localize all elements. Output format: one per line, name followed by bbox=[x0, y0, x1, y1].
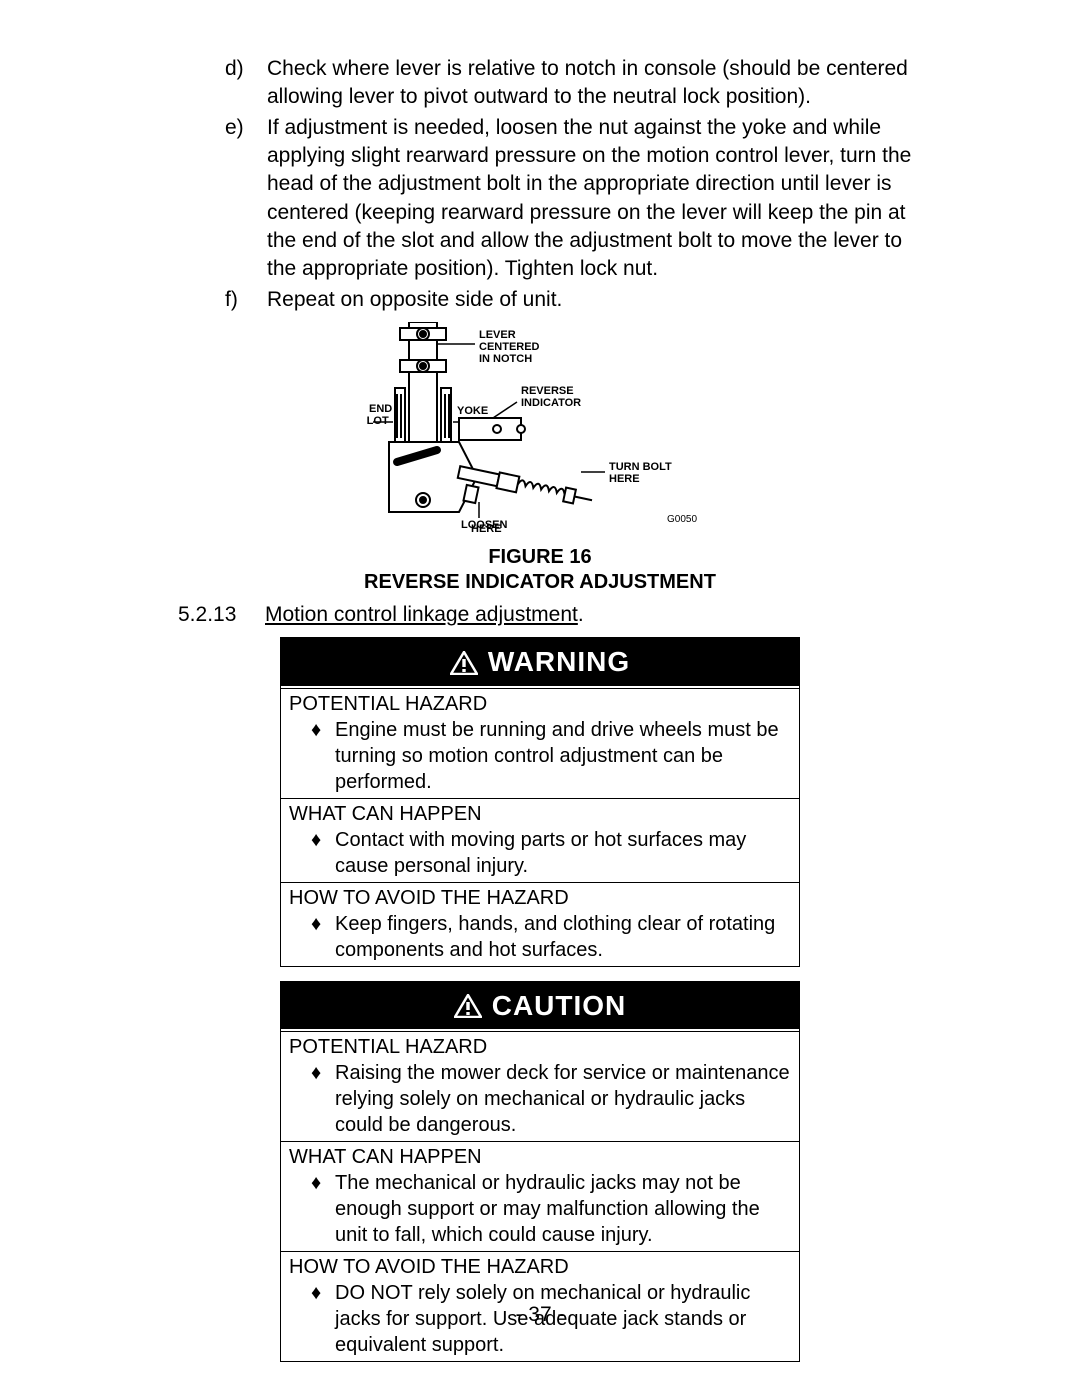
warning-potential-bullets: ♦Engine must be running and drive wheels… bbox=[289, 717, 791, 795]
svg-text:HERE: HERE bbox=[471, 523, 502, 534]
section-number: 5.2.13 bbox=[160, 601, 265, 629]
hazard-bullet-text: Engine must be running and drive wheels … bbox=[335, 717, 791, 795]
warning-potential-label: POTENTIAL HAZARD bbox=[289, 691, 791, 717]
hazard-bullet-text: Keep fingers, hands, and clothing clear … bbox=[335, 911, 791, 963]
warning-box: WARNING POTENTIAL HAZARD ♦Engine must be… bbox=[280, 637, 800, 966]
svg-text:IN NOTCH: IN NOTCH bbox=[479, 353, 532, 365]
list-letter: f) bbox=[160, 286, 267, 314]
list-letter: d) bbox=[160, 55, 267, 112]
hazard-bullet-text: Raising the mower deck for service or ma… bbox=[335, 1060, 791, 1138]
warning-header: WARNING bbox=[281, 638, 799, 687]
caution-what-label: WHAT CAN HAPPEN bbox=[289, 1144, 791, 1170]
hazard-bullet-text: The mechanical or hydraulic jacks may no… bbox=[335, 1170, 791, 1248]
caution-avoid-label: HOW TO AVOID THE HAZARD bbox=[289, 1254, 791, 1280]
intro-list: d)Check where lever is relative to notch… bbox=[160, 55, 920, 314]
page-number: - 37 - bbox=[0, 1303, 1080, 1327]
warning-header-text: WARNING bbox=[488, 644, 630, 680]
caution-potential-bullets: ♦Raising the mower deck for service or m… bbox=[289, 1060, 791, 1138]
svg-text:INDICATOR: INDICATOR bbox=[521, 397, 581, 409]
diamond-bullet-icon: ♦ bbox=[311, 1060, 335, 1138]
diamond-bullet-icon: ♦ bbox=[311, 717, 335, 795]
caution-what-bullets: ♦The mechanical or hydraulic jacks may n… bbox=[289, 1170, 791, 1248]
section-title: Motion control linkage adjustment bbox=[265, 603, 578, 626]
figure-diagram: LEVER CENTERED IN NOTCH REVERSE INDICATO… bbox=[367, 322, 713, 534]
list-item: e)If adjustment is needed, loosen the nu… bbox=[160, 114, 920, 284]
hazard-bullet: ♦Engine must be running and drive wheels… bbox=[311, 717, 791, 795]
list-text: If adjustment is needed, loosen the nut … bbox=[267, 114, 920, 284]
list-text: Check where lever is relative to notch i… bbox=[267, 55, 920, 112]
list-item: f)Repeat on opposite side of unit. bbox=[160, 286, 920, 314]
caution-potential-label: POTENTIAL HAZARD bbox=[289, 1034, 791, 1060]
list-letter: e) bbox=[160, 114, 267, 284]
label-lever-centered: LEVER bbox=[479, 329, 516, 341]
diamond-bullet-icon: ♦ bbox=[311, 911, 335, 963]
label-end-of-slot: END bbox=[369, 403, 392, 415]
warning-avoid-label: HOW TO AVOID THE HAZARD bbox=[289, 885, 791, 911]
figure-code: G0050 bbox=[667, 514, 697, 525]
figure-caption-line2: REVERSE INDICATOR ADJUSTMENT bbox=[160, 570, 920, 595]
figure-caption: FIGURE 16 REVERSE INDICATOR ADJUSTMENT bbox=[160, 545, 920, 595]
label-turn-bolt: TURN BOLT bbox=[609, 461, 672, 473]
svg-text:CENTERED: CENTERED bbox=[479, 341, 540, 353]
caution-header: CAUTION bbox=[281, 982, 799, 1031]
list-item: d)Check where lever is relative to notch… bbox=[160, 55, 920, 112]
caution-triangle-icon bbox=[454, 994, 482, 1018]
diamond-bullet-icon: ♦ bbox=[311, 827, 335, 879]
hazard-bullet: ♦Contact with moving parts or hot surfac… bbox=[311, 827, 791, 879]
label-yoke: YOKE bbox=[457, 405, 488, 417]
label-reverse-indicator: REVERSE bbox=[521, 385, 574, 397]
svg-text:OF SLOT: OF SLOT bbox=[367, 415, 389, 427]
warning-what-label: WHAT CAN HAPPEN bbox=[289, 801, 791, 827]
section-trailing: . bbox=[578, 603, 584, 626]
section-heading: 5.2.13 Motion control linkage adjustment… bbox=[160, 601, 920, 629]
figure-16: LEVER CENTERED IN NOTCH REVERSE INDICATO… bbox=[160, 322, 920, 539]
svg-text:HERE: HERE bbox=[609, 473, 640, 485]
list-text: Repeat on opposite side of unit. bbox=[267, 286, 920, 314]
figure-caption-line1: FIGURE 16 bbox=[160, 545, 920, 570]
hazard-bullet-text: Contact with moving parts or hot surface… bbox=[335, 827, 791, 879]
warning-triangle-icon bbox=[450, 651, 478, 675]
hazard-bullet: ♦Keep fingers, hands, and clothing clear… bbox=[311, 911, 791, 963]
hazard-bullet: ♦Raising the mower deck for service or m… bbox=[311, 1060, 791, 1138]
diamond-bullet-icon: ♦ bbox=[311, 1170, 335, 1248]
caution-header-text: CAUTION bbox=[492, 988, 627, 1024]
hazard-bullet: ♦The mechanical or hydraulic jacks may n… bbox=[311, 1170, 791, 1248]
warning-what-bullets: ♦Contact with moving parts or hot surfac… bbox=[289, 827, 791, 879]
warning-avoid-bullets: ♦Keep fingers, hands, and clothing clear… bbox=[289, 911, 791, 963]
